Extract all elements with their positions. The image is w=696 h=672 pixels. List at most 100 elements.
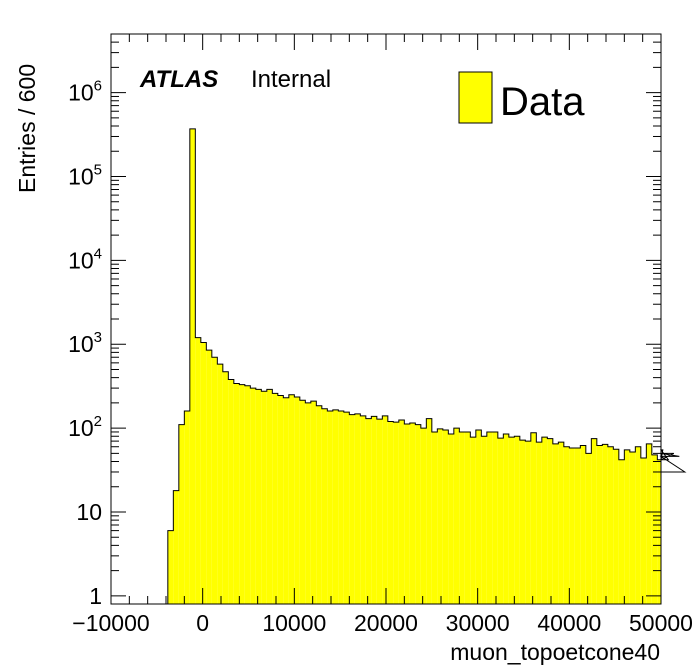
histogram-bar <box>613 449 619 604</box>
x-tick-label: 20000 <box>354 610 418 636</box>
histogram-bar <box>255 389 262 604</box>
legend-label: Data <box>500 80 585 124</box>
histogram-bar <box>442 429 449 604</box>
histogram-bar <box>420 428 427 604</box>
histogram-bar <box>200 342 207 604</box>
histogram-bar <box>299 400 306 604</box>
histogram-bar <box>591 438 597 604</box>
y-tick-labels: 1 10 102 103 104 105 106 <box>68 78 102 609</box>
histogram-bar <box>569 447 575 604</box>
histogram-bar <box>508 437 515 604</box>
histogram-bar <box>189 128 196 604</box>
histogram-bar <box>277 395 284 604</box>
histogram-bar <box>316 405 322 604</box>
histogram-bar <box>464 431 471 604</box>
histogram-bar <box>250 388 256 604</box>
histogram-bar <box>195 337 201 604</box>
histogram-bar <box>453 428 460 604</box>
histogram-bar <box>497 438 504 604</box>
x-tick-labels: −10000 0 10000 20000 30000 40000 50000 <box>72 610 693 636</box>
histogram-bar <box>261 391 267 604</box>
histogram-bar <box>173 490 179 604</box>
histogram-bar <box>486 431 493 604</box>
x-tick-label: 50000 <box>629 610 693 636</box>
histogram-bar <box>437 428 443 604</box>
axis-ticks <box>110 33 662 604</box>
histogram-bar <box>547 438 553 604</box>
histogram-bar <box>310 401 317 604</box>
histogram-bar <box>382 415 388 604</box>
y-tick-label: 105 <box>68 162 102 190</box>
histogram-bar <box>552 443 559 604</box>
histogram-bar <box>475 429 482 604</box>
histogram-bar <box>629 451 636 604</box>
histogram-bar <box>426 418 432 604</box>
y-tick-label: 102 <box>68 413 102 441</box>
histogram-bar <box>272 393 278 604</box>
plot-frame <box>110 33 662 605</box>
histogram-bar <box>184 411 190 604</box>
histogram-bar <box>541 437 548 604</box>
histogram-bar <box>646 443 652 604</box>
histogram-bar <box>244 385 251 604</box>
histogram-bar <box>167 530 174 604</box>
x-tick-label: 0 <box>196 610 209 636</box>
histogram-bar <box>371 416 377 604</box>
histogram-bar <box>558 442 564 604</box>
x-tick-label: −10000 <box>72 610 149 636</box>
y-axis-title: Entries / 600 <box>14 64 40 193</box>
histogram-bar <box>233 383 240 604</box>
histogram-bar <box>338 411 344 604</box>
y-tick-label: 10 <box>76 499 102 525</box>
histogram-bar <box>574 447 581 604</box>
histogram-bar <box>640 458 647 604</box>
histogram-bar <box>519 440 526 604</box>
histogram-bar <box>635 446 641 604</box>
histogram-bar <box>343 412 350 604</box>
histogram-bar <box>332 409 339 604</box>
legend-swatch <box>458 71 493 124</box>
histogram-bar <box>536 442 542 604</box>
atlas-status: Internal <box>251 66 331 93</box>
atlas-label: ATLAS <box>139 66 218 93</box>
histogram-bar <box>503 434 509 604</box>
histogram-bar <box>398 419 405 604</box>
histogram-bars <box>167 128 687 604</box>
histogram-bar <box>492 431 498 604</box>
histogram-bar <box>393 422 399 604</box>
x-tick-label: 40000 <box>537 610 601 636</box>
histogram-bar <box>321 408 328 604</box>
histogram-bar <box>657 459 661 604</box>
histogram-bar <box>349 414 355 604</box>
histogram-bar <box>563 446 570 604</box>
histogram-bar <box>294 396 300 604</box>
histogram-bar <box>211 357 218 604</box>
y-tick-label: 1 <box>89 583 102 609</box>
histogram-bar <box>580 445 586 604</box>
histogram-bar <box>404 423 410 604</box>
histogram-bar <box>178 424 185 604</box>
histogram-bar <box>481 436 487 604</box>
histogram-bar <box>602 444 608 604</box>
histogram-bar <box>431 431 438 604</box>
histogram-bar <box>228 379 234 604</box>
histogram-bar <box>387 421 394 604</box>
histogram-bar <box>409 423 416 604</box>
histogram-bar <box>239 384 245 604</box>
y-tick-label: 106 <box>68 78 102 106</box>
histogram-bar <box>354 413 361 604</box>
histogram-bar <box>327 411 333 604</box>
histogram-bar <box>585 453 592 604</box>
x-tick-label: 30000 <box>446 610 510 636</box>
histogram-bar <box>470 437 476 604</box>
histogram-bar <box>618 459 625 604</box>
histogram-bar <box>624 449 630 604</box>
histogram-bar <box>607 446 614 604</box>
histogram-bar <box>217 364 223 604</box>
histogram-bar <box>651 454 658 604</box>
histogram-bar <box>514 436 520 604</box>
histogram-bar <box>530 432 537 604</box>
histogram-outline <box>167 128 687 604</box>
histogram-bar <box>525 441 531 604</box>
histogram-bar <box>266 389 273 604</box>
